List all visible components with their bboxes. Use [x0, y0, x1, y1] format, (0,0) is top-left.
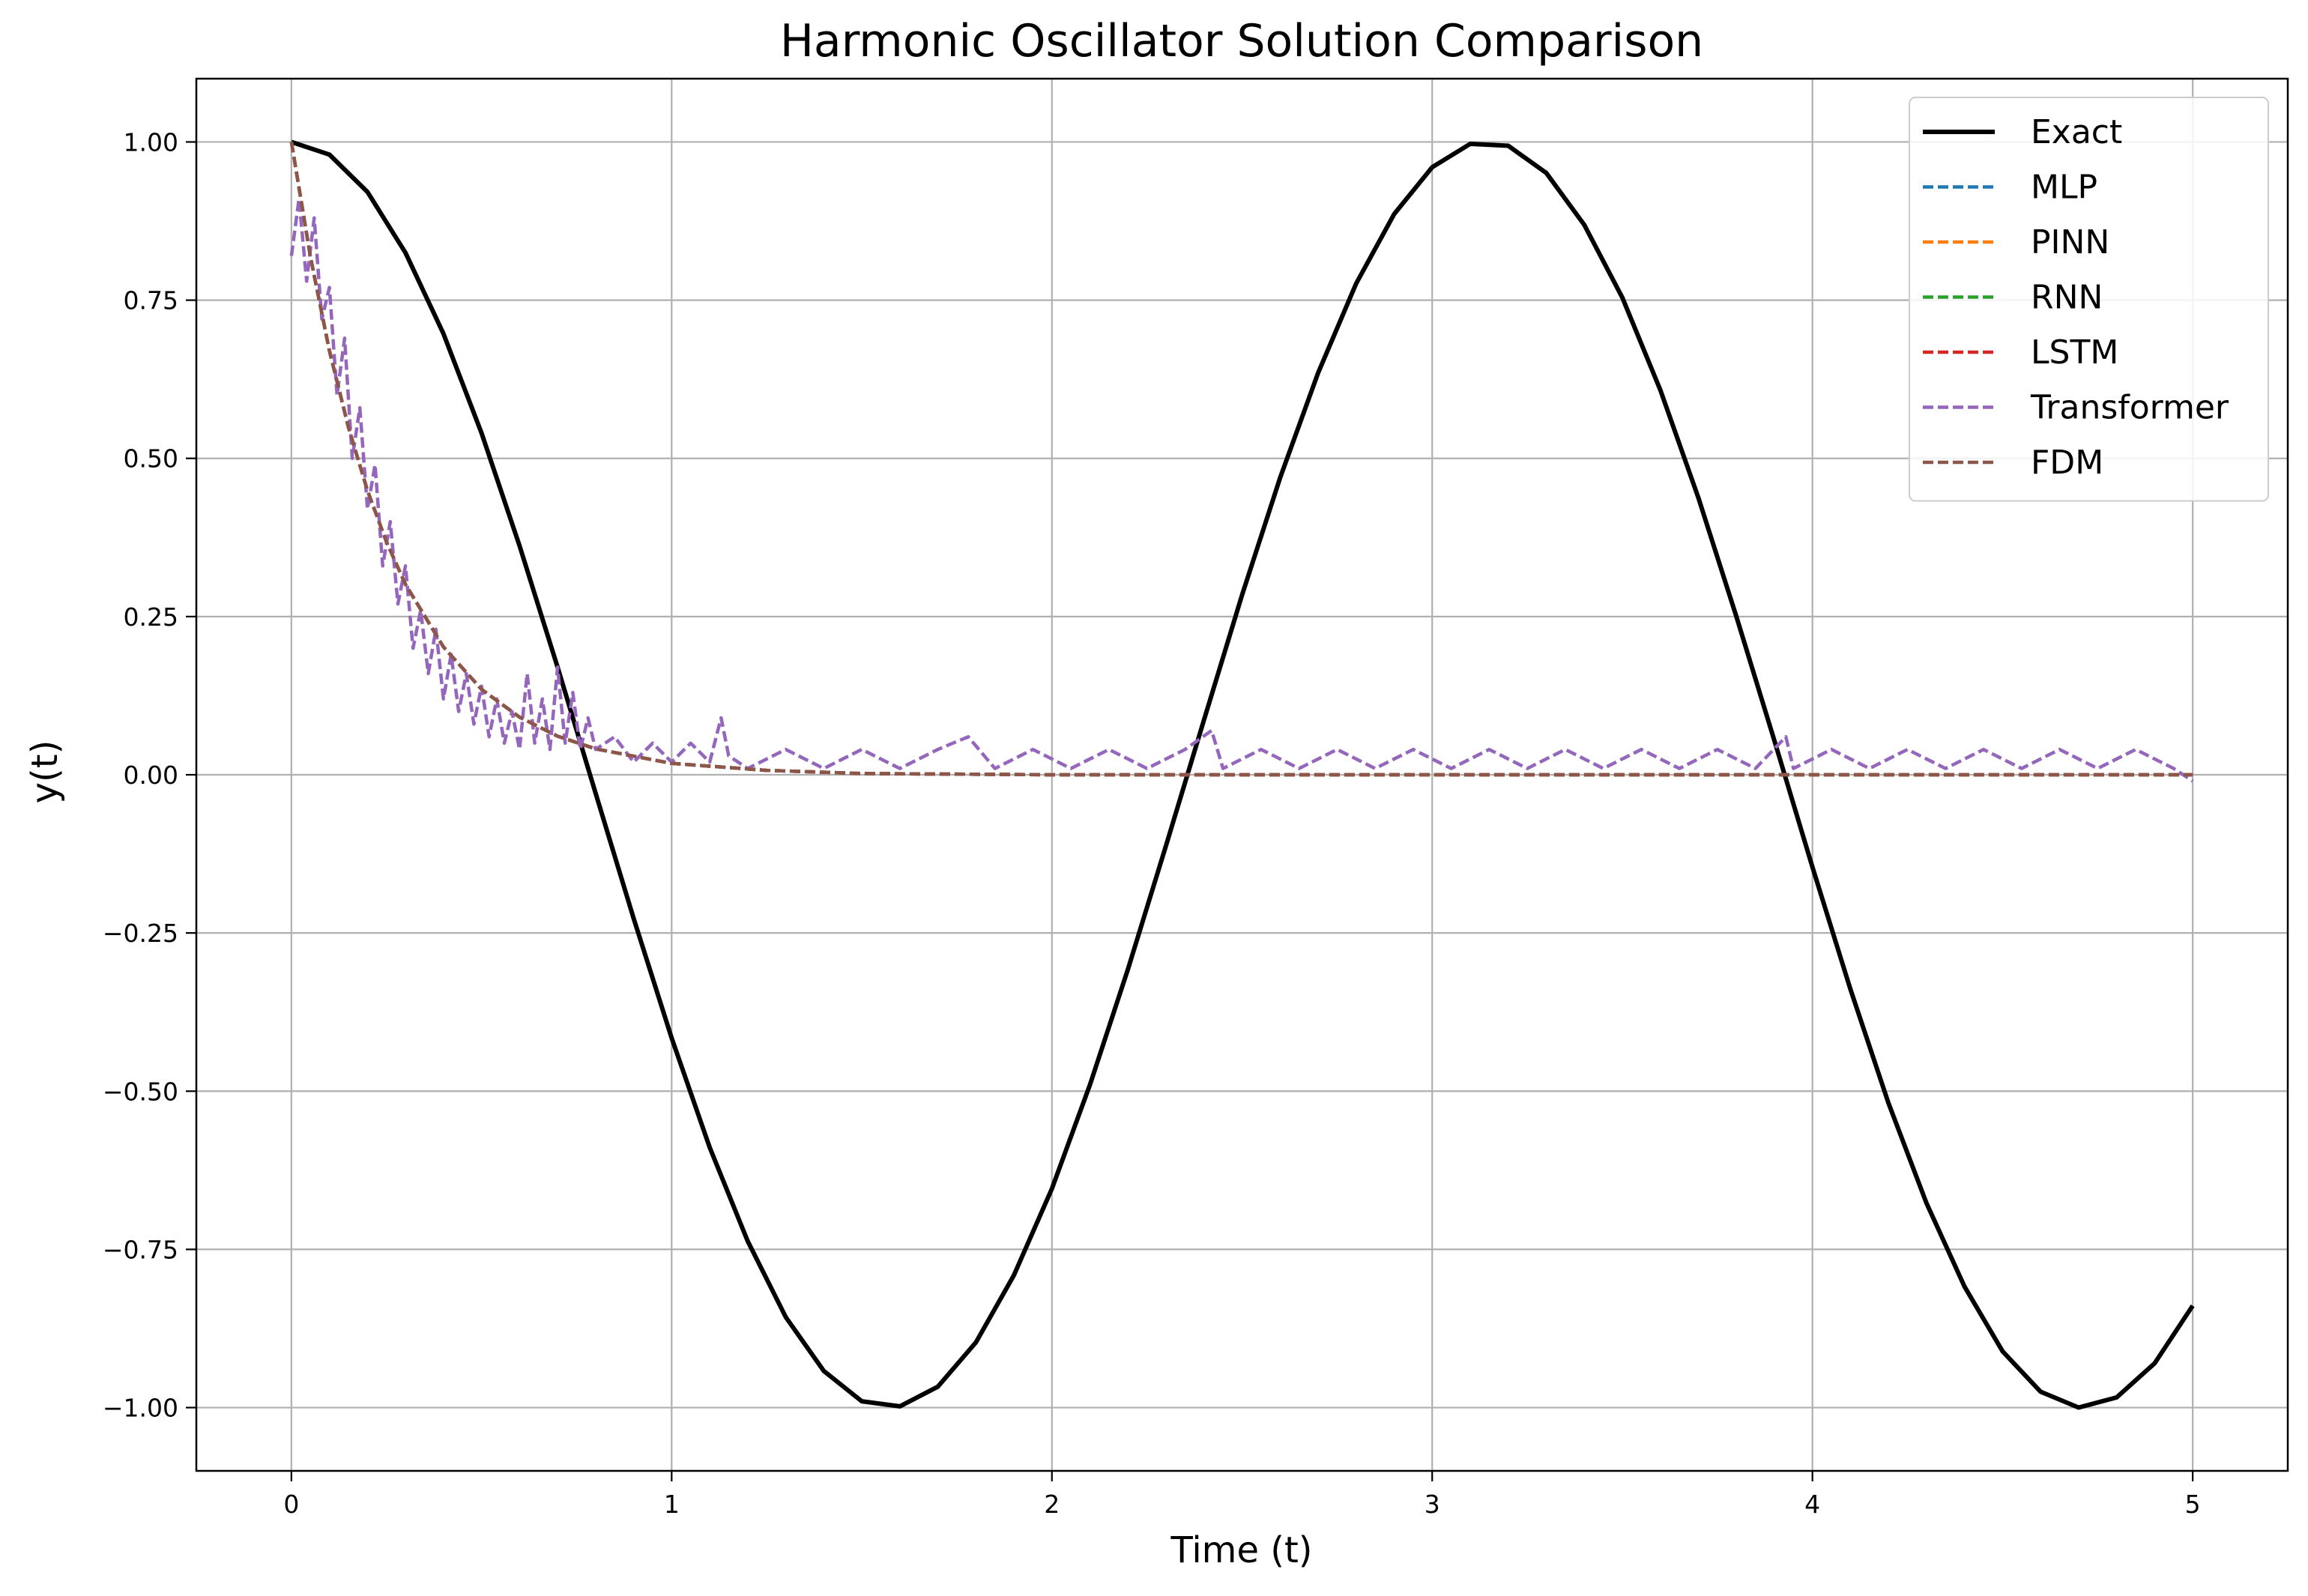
chart-title: Harmonic Oscillator Solution Comparison: [780, 15, 1703, 67]
y-tick-label: 0.75: [124, 286, 178, 315]
x-tick-label: 0: [283, 1490, 299, 1519]
y-tick-label: −0.50: [103, 1077, 178, 1106]
x-tick-label: 1: [664, 1490, 680, 1519]
y-tick-label: −1.00: [103, 1394, 178, 1423]
y-tick-label: 1.00: [124, 127, 178, 157]
x-tick-label: 5: [2185, 1490, 2201, 1519]
x-axis-label: Time (t): [1170, 1529, 1313, 1571]
axis-ticks: 0 1 2 3 4 5 1.00 0.75 0.50 0.25 0.00 −0.25 −0.50 −0.7…: [103, 127, 2201, 1519]
series-line-exact: [290, 139, 2195, 1410]
y-axis-label: y(t): [24, 740, 66, 804]
y-tick-label: 0.00: [124, 761, 178, 790]
y-tick-label: −0.75: [103, 1235, 178, 1264]
legend-label: Exact: [2031, 113, 2122, 151]
legend-label: MLP: [2031, 169, 2097, 207]
series-line-transformer: [289, 197, 2194, 783]
x-tick-label: 4: [1804, 1490, 1820, 1519]
y-tick-label: 0.25: [124, 602, 178, 632]
y-tick-label: −0.25: [103, 919, 178, 948]
legend-label: LSTM: [2031, 333, 2118, 372]
series-lines: [289, 139, 2195, 1410]
legend-label: FDM: [2031, 444, 2103, 482]
series-line-fdm: [289, 142, 2193, 777]
legend-label: PINN: [2031, 223, 2109, 262]
x-tick-label: 3: [1425, 1490, 1440, 1519]
legend-label: Transformer: [2030, 389, 2229, 427]
y-tick-label: 0.50: [124, 444, 178, 474]
legend: Exact MLP PINN RNN LSTM Transformer FDM: [1909, 97, 2269, 502]
x-tick-label: 2: [1044, 1490, 1060, 1519]
legend-box: [1909, 97, 2269, 502]
legend-label: RNN: [2031, 279, 2103, 317]
